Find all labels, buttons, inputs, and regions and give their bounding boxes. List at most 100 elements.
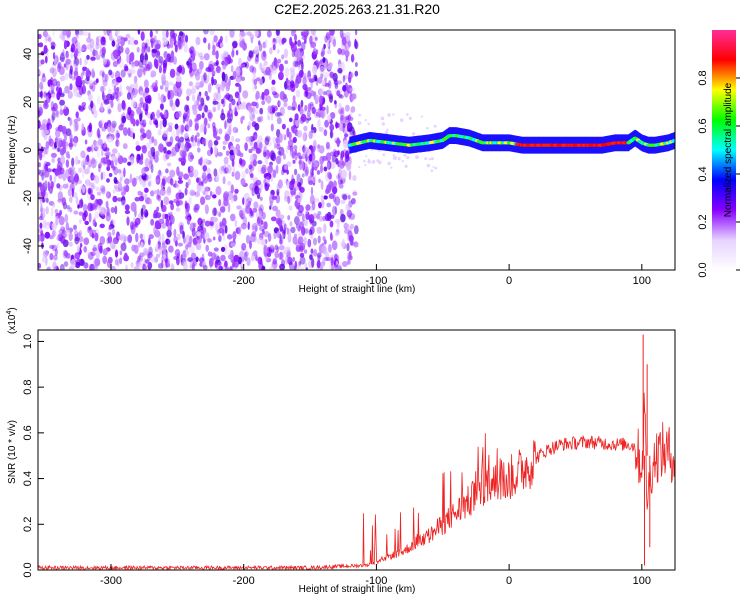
noise-speck: [348, 250, 352, 259]
noise-speck: [102, 79, 108, 87]
noise-speck: [358, 166, 361, 169]
noise-speck: [348, 170, 352, 181]
noise-speck: [193, 239, 198, 246]
noise-speck: [87, 43, 91, 50]
noise-speck: [147, 94, 152, 105]
noise-speck: [66, 205, 71, 210]
noise-speck: [209, 216, 216, 222]
noise-speck: [197, 147, 201, 153]
noise-speck: [177, 139, 181, 149]
noise-speck: [59, 53, 65, 63]
noise-speck: [187, 126, 192, 133]
x-tick-label: 0: [506, 575, 512, 587]
noise-speck: [320, 194, 324, 201]
noise-speck: [213, 130, 217, 139]
noise-speck: [141, 204, 146, 211]
noise-speck: [203, 72, 207, 81]
noise-speck: [162, 213, 166, 220]
noise-speck: [157, 222, 161, 230]
noise-speck: [197, 52, 203, 58]
noise-speck: [105, 191, 112, 199]
y-tick-label: 0.4: [22, 471, 34, 486]
noise-speck: [124, 210, 130, 215]
noise-speck: [234, 219, 238, 227]
noise-speck: [341, 32, 346, 38]
noise-speck: [155, 79, 158, 86]
noise-speck: [144, 193, 148, 201]
noise-speck: [88, 32, 91, 39]
noise-speck: [323, 91, 327, 96]
noise-speck: [160, 181, 165, 191]
noise-speck: [248, 121, 252, 130]
noise-speck: [135, 140, 140, 147]
noise-speck: [53, 254, 58, 261]
noise-speck: [397, 157, 401, 161]
noise-speck: [89, 38, 95, 49]
noise-speck: [328, 243, 332, 253]
noise-speck: [45, 145, 49, 155]
noise-speck: [132, 88, 139, 95]
noise-speck: [188, 196, 192, 205]
noise-speck: [207, 83, 212, 93]
noise-speck: [342, 139, 349, 149]
noise-speck: [100, 213, 106, 220]
noise-speck: [77, 30, 84, 36]
noise-speck: [207, 123, 211, 129]
noise-speck: [333, 180, 337, 189]
noise-speck: [175, 79, 182, 89]
noise-speck: [79, 218, 82, 224]
noise-speck: [40, 59, 45, 65]
noise-speck: [61, 197, 66, 206]
noise-speck: [101, 46, 107, 55]
noise-speck: [290, 70, 296, 78]
noise-speck: [321, 198, 325, 209]
noise-speck: [87, 202, 93, 212]
noise-speck: [349, 213, 356, 220]
noise-speck: [212, 194, 217, 199]
noise-speck: [102, 90, 105, 101]
noise-speck: [272, 38, 276, 43]
noise-speck: [100, 119, 105, 125]
noise-speck: [220, 112, 226, 121]
noise-speck: [201, 180, 204, 187]
noise-speck: [130, 262, 134, 268]
noise-speck: [215, 186, 222, 196]
noise-speck: [352, 191, 358, 196]
noise-speck: [190, 142, 197, 147]
noise-speck: [179, 224, 184, 235]
noise-speck: [202, 165, 208, 172]
noise-speck: [51, 89, 54, 95]
noise-speck: [332, 38, 337, 48]
colorbar-tick-label: 0.0: [697, 262, 709, 277]
noise-speck: [265, 176, 270, 185]
noise-speck: [215, 50, 219, 60]
noise-speck: [39, 222, 43, 230]
noise-speck: [66, 30, 71, 38]
noise-speck: [162, 130, 169, 138]
noise-speck: [200, 196, 206, 205]
noise-speck: [77, 42, 81, 52]
noise-speck: [169, 37, 173, 43]
noise-speck: [144, 211, 149, 217]
noise-speck: [229, 149, 235, 156]
noise-speck: [274, 143, 277, 149]
noise-speck: [275, 61, 279, 69]
noise-speck: [216, 229, 222, 235]
noise-speck: [320, 180, 324, 190]
noise-speck: [158, 143, 164, 153]
noise-speck: [38, 182, 43, 187]
noise-speck: [187, 242, 192, 248]
noise-speck: [298, 159, 303, 165]
noise-speck: [305, 166, 309, 175]
noise-speck: [42, 30, 48, 38]
noise-speck: [244, 248, 249, 255]
noise-speck: [272, 205, 278, 212]
noise-speck: [292, 124, 297, 134]
noise-speck: [200, 136, 205, 145]
noise-speck: [317, 77, 323, 84]
noise-speck: [249, 240, 252, 250]
noise-speck: [169, 98, 174, 108]
noise-speck: [113, 177, 118, 184]
noise-speck: [54, 248, 58, 256]
snr-line: [38, 392, 675, 570]
